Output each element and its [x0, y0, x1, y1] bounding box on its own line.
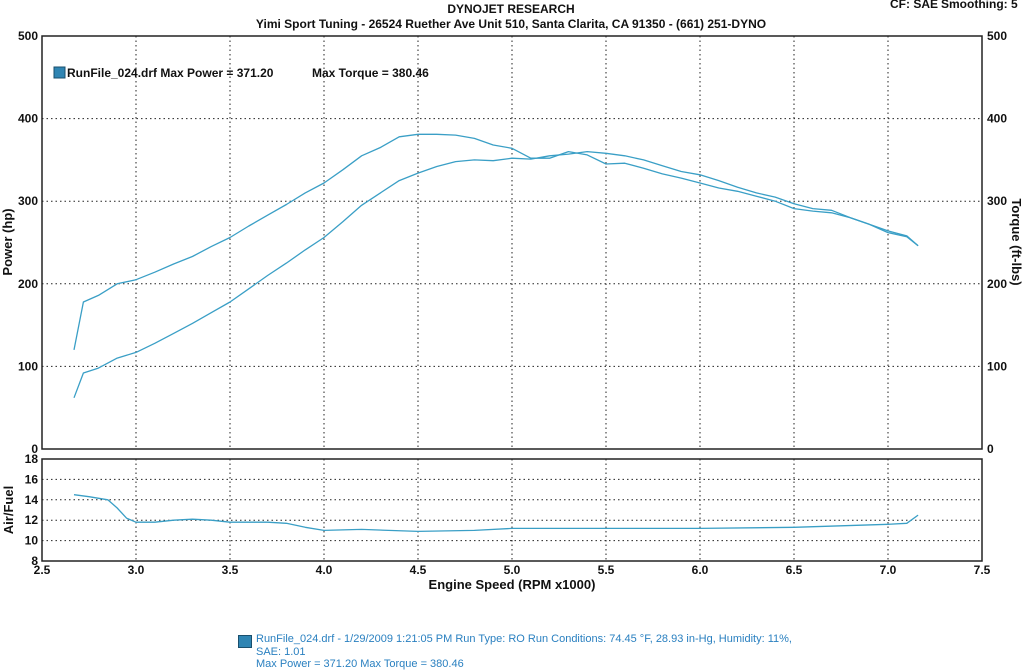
air-fuel-axis-ticks: 8 10 12 14 16 18 — [25, 452, 39, 568]
legend-swatch — [53, 66, 66, 79]
torque-tick-label: 300 — [987, 194, 1007, 208]
legend-run-label: RunFile_024.drf Max Power = 371.20 — [67, 66, 274, 80]
run-info-footer: RunFile_024.drf - 1/29/2009 1:21:05 PM R… — [238, 633, 816, 671]
power-line — [73, 150, 919, 399]
power-tick-label: 0 — [31, 442, 38, 456]
torque-axis-ticks: 0 100 200 300 400 500 — [987, 29, 1007, 456]
air-fuel-tick-label: 14 — [25, 493, 39, 507]
rpm-tick-label: 4.5 — [410, 563, 427, 577]
power-torque-grid — [42, 36, 982, 449]
rpm-axis-ticks: 2.5 3.0 3.5 4.0 4.5 5.0 5.5 6.0 6.5 7.0 7.5 — [34, 563, 991, 577]
air-fuel-tick-label: 16 — [25, 472, 39, 486]
smoothing-label: Smoothing: 5 — [941, 0, 1018, 11]
torque-tick-label: 400 — [987, 112, 1007, 126]
rpm-tick-label: 3.0 — [128, 563, 145, 577]
air-fuel-axis-label: Air/Fuel — [1, 486, 16, 534]
power-axis-label: Power (hp) — [0, 208, 15, 275]
rpm-tick-label: 3.5 — [222, 563, 239, 577]
power-tick-label: 200 — [18, 277, 38, 291]
cf-label: CF: SAE — [890, 0, 938, 11]
rpm-tick-label: 2.5 — [34, 563, 51, 577]
air-fuel-line — [73, 494, 919, 533]
legend-torque-label: Max Torque = 380.46 — [312, 66, 429, 80]
rpm-tick-label: 6.5 — [786, 563, 803, 577]
air-fuel-tick-label: 8 — [31, 554, 38, 568]
air-fuel-tick-label: 10 — [25, 534, 39, 548]
power-torque-series — [73, 133, 919, 399]
air-fuel-tick-label: 12 — [25, 513, 39, 527]
rpm-tick-label: 7.0 — [880, 563, 897, 577]
footer-line-1: RunFile_024.drf - 1/29/2009 1:21:05 PM R… — [256, 633, 792, 645]
torque-tick-label: 200 — [987, 277, 1007, 291]
torque-tick-label: 500 — [987, 29, 1007, 43]
torque-tick-label: 0 — [987, 442, 994, 456]
air-fuel-grid — [42, 459, 982, 561]
footer-line-2: SAE: 1.01 — [256, 645, 306, 658]
rpm-tick-label: 7.5 — [974, 563, 991, 577]
power-tick-label: 300 — [18, 194, 38, 208]
rpm-axis-label: Engine Speed (RPM x1000) — [429, 577, 596, 592]
rpm-tick-label: 6.0 — [692, 563, 709, 577]
torque-line — [73, 133, 919, 351]
air-fuel-series — [73, 494, 919, 533]
power-tick-label: 100 — [18, 359, 38, 373]
rpm-tick-label: 5.5 — [598, 563, 615, 577]
power-tick-label: 400 — [18, 112, 38, 126]
rpm-tick-label: 4.0 — [316, 563, 333, 577]
footer-swatch — [238, 635, 252, 648]
power-tick-label: 500 — [18, 29, 38, 43]
torque-axis-label: Torque (ft-lbs) — [1009, 198, 1024, 285]
header-title: DYNOJET RESEARCH — [447, 2, 574, 16]
torque-tick-label: 100 — [987, 359, 1007, 373]
air-fuel-tick-label: 18 — [25, 452, 39, 466]
power-axis-ticks: 0 100 200 300 400 500 — [18, 29, 38, 456]
rpm-tick-label: 5.0 — [504, 563, 521, 577]
header-subtitle: Yimi Sport Tuning - 26524 Ruether Ave Un… — [256, 17, 766, 31]
footer-line-3: Max Power = 371.20 Max Torque = 380.46 — [256, 658, 464, 670]
